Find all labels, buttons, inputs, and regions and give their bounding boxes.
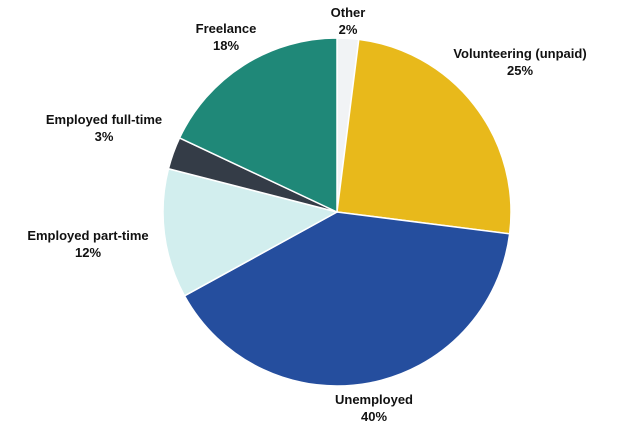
slice-value-label: 2% [339,22,358,37]
pie-labels: Other 2% Volunteering (unpaid) 25% Unemploye… [27,5,586,424]
slice-name-label: Employed full-time [46,112,162,127]
slice-name-label: Freelance [196,21,257,36]
slice-value-label: 25% [507,63,533,78]
slice-name-label: Unemployed [335,392,413,407]
slice-value-label: 12% [75,245,101,260]
pie-slices [162,37,512,387]
slice-label-freelance: Freelance 18% [196,21,257,53]
pie-slice-unemployed [183,211,511,387]
slice-name-label: Employed part-time [27,228,148,243]
slice-value-label: 40% [361,409,387,424]
slice-value-label: 18% [213,38,239,53]
slice-label-unemployed: Unemployed 40% [335,392,413,424]
pie-slice-employed-part-time [162,167,338,297]
slice-label-other: Other 2% [331,5,366,37]
slice-label-employed-part-time: Employed part-time 12% [27,228,148,260]
pie-slice-volunteering-unpaid [336,38,512,235]
slice-value-label: 3% [95,129,114,144]
pie-slice-freelance [178,37,338,213]
slice-name-label: Other [331,5,366,20]
slice-label-employed-full-time: Employed full-time 3% [46,112,162,144]
slice-name-label: Volunteering (unpaid) [453,46,586,61]
slice-label-volunteering-unpaid: Volunteering (unpaid) 25% [453,46,586,78]
